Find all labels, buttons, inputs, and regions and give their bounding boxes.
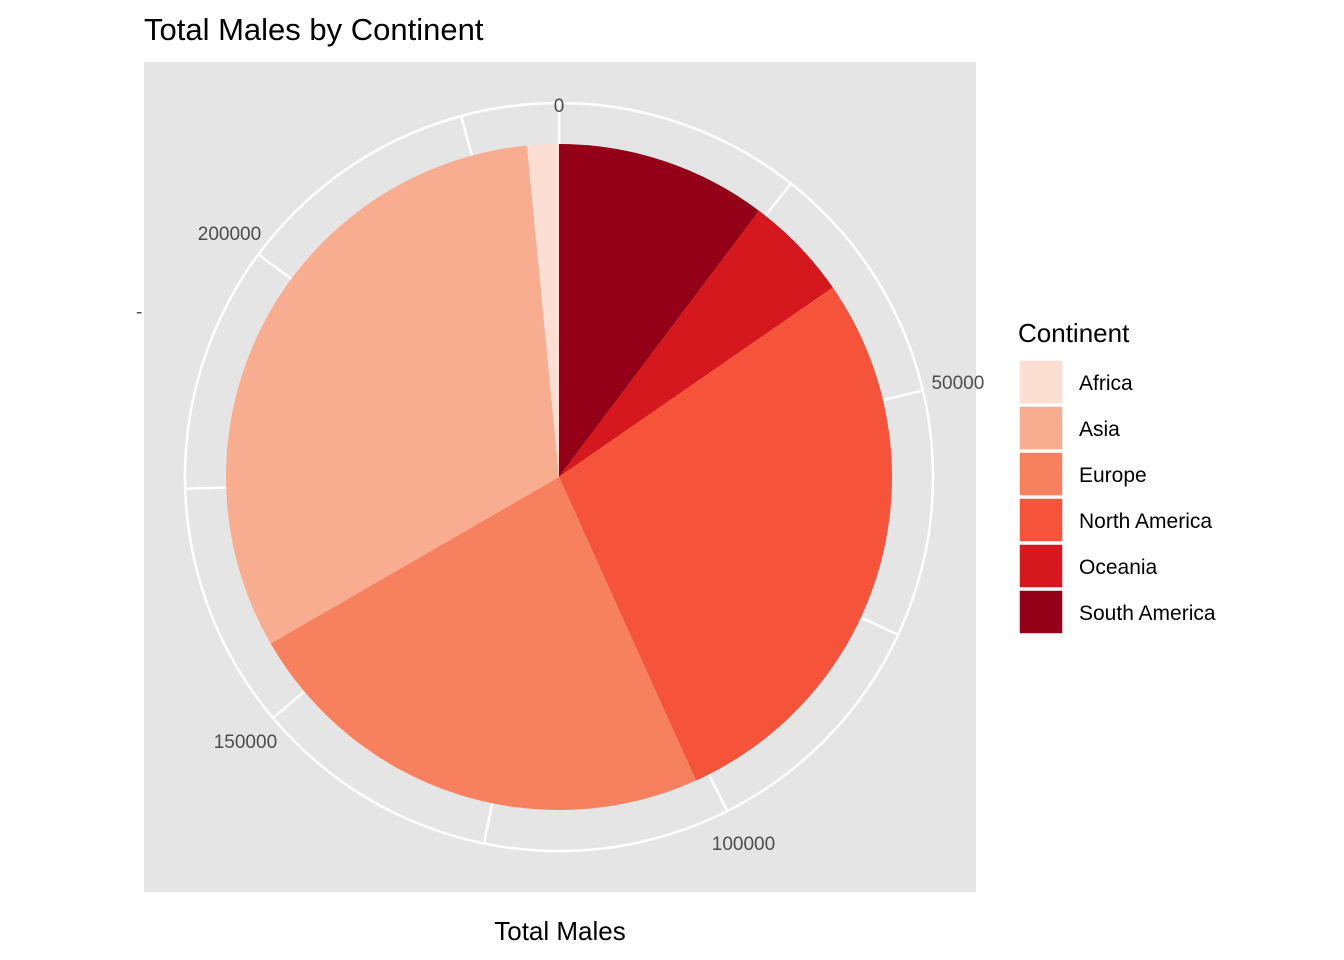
grid-spoke	[707, 773, 729, 812]
y-axis-label: -	[136, 302, 142, 323]
grid-spoke	[272, 690, 306, 719]
tick-label: 150000	[214, 732, 277, 753]
legend-key-south-america	[1018, 589, 1064, 635]
pie-slice-europe	[270, 477, 696, 810]
pie-slices	[225, 144, 892, 810]
legend-key-north-america	[1018, 497, 1064, 543]
grid-spoke	[482, 802, 494, 844]
radial-tick-labels: 0 50000 100000 150000 200000	[198, 96, 985, 855]
pie-slice-africa	[526, 144, 559, 477]
legend-label: Europe	[1079, 464, 1147, 487]
legend-label: South America	[1079, 602, 1216, 625]
grid-spoke	[185, 486, 227, 491]
chart-title: Total Males by Continent	[144, 12, 484, 47]
tick-label: 50000	[931, 373, 984, 394]
legend-title: Continent	[1018, 318, 1130, 348]
legend-label: Asia	[1079, 418, 1120, 441]
grid-spoke	[257, 253, 293, 280]
legend-label: North America	[1079, 510, 1212, 533]
legend-label: Oceania	[1079, 556, 1158, 579]
x-axis-title: Total Males	[494, 916, 626, 946]
legend-key-asia	[1018, 405, 1064, 451]
tick-label: 0	[554, 96, 565, 117]
grid-spoke	[459, 115, 474, 156]
legend: Africa Asia Europe North America Oceania Sout…	[1018, 359, 1216, 635]
radial-gridlines	[183, 101, 935, 853]
legend-key-africa	[1018, 359, 1064, 405]
pie-slice-asia	[225, 145, 560, 644]
grid-spoke	[882, 389, 924, 402]
grid-spoke	[860, 616, 899, 636]
legend-key-oceania	[1018, 543, 1064, 589]
legend-key-europe	[1018, 451, 1064, 497]
legend-label: Africa	[1079, 372, 1133, 395]
grid-spoke	[764, 182, 792, 217]
pie-slice-oceania	[559, 210, 833, 477]
pie-slice-north-america	[559, 287, 892, 781]
tick-label: 100000	[712, 834, 775, 855]
tick-label: 200000	[198, 224, 261, 245]
pie-slice-south-america	[559, 144, 760, 477]
